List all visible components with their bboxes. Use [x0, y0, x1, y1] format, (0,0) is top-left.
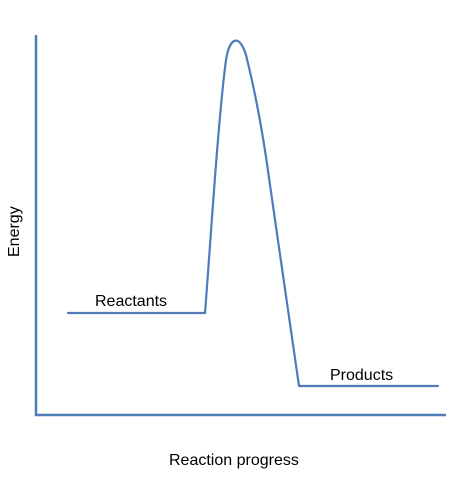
x-axis-label: Reaction progress: [169, 452, 299, 469]
reactants-label: Reactants: [95, 293, 167, 310]
products-label: Products: [330, 367, 393, 384]
energy-curve: [66, 39, 440, 388]
y-axis-label: Energy: [6, 206, 23, 257]
